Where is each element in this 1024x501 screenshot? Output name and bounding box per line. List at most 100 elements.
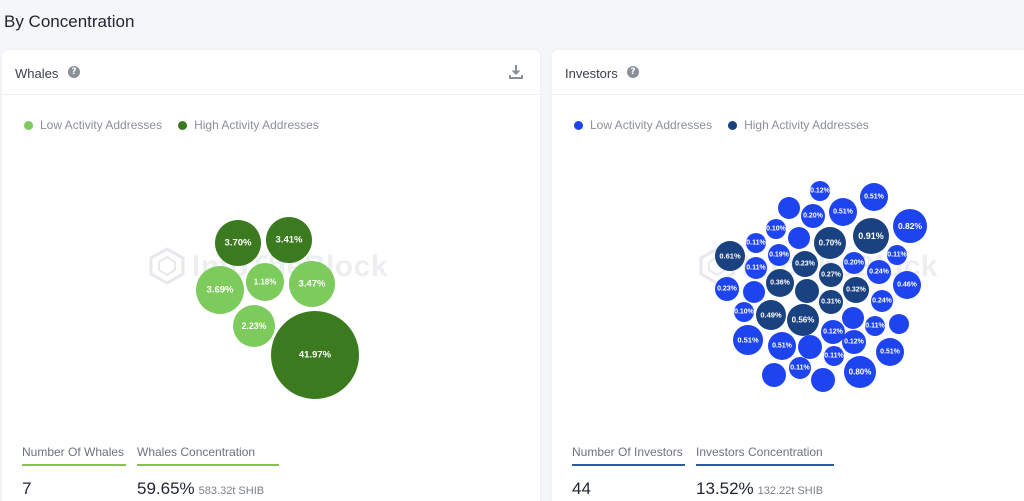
bubble-low-activity[interactable]: 0.11% [824, 346, 845, 366]
bubble-low-activity[interactable]: 0.11% [745, 257, 767, 279]
bubble-low-activity[interactable] [762, 363, 786, 387]
bubble-low-activity[interactable]: 3.69% [196, 266, 244, 314]
legend-item-high-activity[interactable]: High Activity Addresses [728, 118, 869, 132]
bubble-label: 0.61% [719, 252, 741, 261]
bubble-circle [876, 338, 904, 366]
bubble-label: 0.82% [898, 221, 923, 231]
bubble-circle [787, 304, 819, 336]
bubble-label: 0.20% [844, 260, 865, 267]
bubble-low-activity[interactable]: 0.12% [821, 320, 845, 344]
bubble-circle [762, 363, 786, 387]
bubble-label: 0.51% [833, 209, 854, 216]
help-circle-icon[interactable]: ? [627, 66, 639, 78]
bubble-low-activity[interactable]: 0.20% [801, 204, 825, 228]
bubble-label: 0.36% [770, 280, 791, 287]
bubble-circle [798, 335, 822, 359]
legend-dot-high [178, 120, 188, 130]
bubble-low-activity[interactable]: 3.47% [289, 261, 335, 307]
bubble-high-activity[interactable]: 0.32% [843, 277, 869, 303]
bubble-circle [821, 320, 845, 344]
bubble-circle [842, 307, 864, 329]
bubble-label: 1.18% [254, 278, 277, 287]
bubble-circle [893, 271, 921, 299]
bubble-low-activity[interactable]: 0.19% [768, 244, 790, 266]
legend-item-low-activity[interactable]: Low Activity Addresses [574, 118, 712, 132]
legend-dot-high [728, 120, 738, 130]
bubble-low-activity[interactable]: 0.20% [843, 252, 865, 274]
bubble-circle [266, 217, 312, 263]
bubble-low-activity[interactable]: 0.51% [829, 198, 857, 226]
legend-item-high-activity[interactable]: High Activity Addresses [178, 118, 319, 132]
bubble-circle [768, 244, 790, 266]
bubble-high-activity[interactable]: 0.36% [766, 269, 794, 297]
bubble-label: 0.24% [872, 298, 893, 305]
whales-bubble-chart: 3.70% 3.41% 3.69% 1.18% 3.47% 2.23% 41.97% [196, 217, 359, 399]
bubble-circle [887, 245, 907, 265]
bubble-low-activity[interactable] [798, 335, 822, 359]
whales-legend: Low Activity Addresses High Activity Add… [24, 118, 335, 132]
bubble-low-activity[interactable] [889, 314, 909, 334]
bubble-low-activity[interactable]: 0.11% [789, 357, 811, 379]
bubble-low-activity[interactable]: 0.11% [887, 245, 908, 265]
bubble-circle [889, 314, 909, 334]
bubble-low-activity[interactable]: 0.51% [768, 332, 796, 360]
bubble-low-activity[interactable]: 0.46% [893, 271, 921, 299]
bubble-label: 0.11% [887, 252, 907, 259]
bubble-high-activity[interactable]: 0.91% [853, 218, 889, 254]
bubble-low-activity[interactable]: 0.80% [844, 356, 876, 388]
whales-title: Whales [15, 66, 59, 81]
bubble-low-activity[interactable]: 2.23% [233, 305, 275, 347]
bubble-low-activity[interactable]: 1.18% [246, 263, 284, 301]
bubble-label: 0.49% [760, 311, 782, 320]
bubble-circle [844, 356, 876, 388]
bubble-label: 3.41% [276, 235, 303, 246]
bubble-low-activity[interactable] [811, 368, 835, 392]
bubble-high-activity[interactable]: 0.49% [756, 300, 786, 330]
bubble-circle [867, 260, 891, 284]
bubble-high-activity[interactable]: 0.31% [819, 290, 843, 314]
stat-value: 13.52% [696, 479, 754, 498]
bubble-low-activity[interactable] [842, 307, 864, 329]
bubble-circle [829, 198, 857, 226]
bubble-low-activity[interactable]: 0.82% [893, 209, 927, 243]
bubble-high-activity[interactable]: 0.27% [819, 263, 843, 287]
bubble-circle [819, 263, 843, 287]
investors-bubble-chart: 0.12% 0.51% 0.20% 0.51% 0.82% 0.10% 0.70% 0.91%… [715, 181, 927, 392]
legend-item-low-activity[interactable]: Low Activity Addresses [24, 118, 162, 132]
bubble-high-activity[interactable]: 0.61% [715, 241, 745, 271]
bubble-circle [715, 241, 745, 271]
bubble-low-activity[interactable]: 0.11% [746, 233, 767, 253]
bubble-high-activity[interactable]: 3.41% [266, 217, 312, 263]
bubble-low-activity[interactable] [788, 227, 810, 249]
bubble-circle [746, 233, 766, 253]
bubble-high-activity[interactable]: 0.70% [814, 227, 846, 259]
bubble-low-activity[interactable]: 0.10% [734, 302, 755, 322]
bubble-label: 0.24% [869, 269, 890, 276]
bubble-label: 0.46% [897, 282, 918, 289]
bubble-low-activity[interactable]: 0.10% [766, 219, 787, 239]
bubble-high-activity[interactable] [795, 279, 819, 303]
download-icon[interactable] [508, 64, 524, 80]
stat-value: 59.65% [137, 479, 195, 498]
bubble-low-activity[interactable]: 0.12% [810, 181, 831, 201]
bubble-low-activity[interactable]: 0.51% [876, 338, 904, 366]
bubble-circle [756, 300, 786, 330]
bubble-low-activity[interactable]: 0.24% [867, 260, 891, 284]
bubble-high-activity[interactable]: 0.23% [792, 251, 818, 277]
bubble-low-activity[interactable]: 0.51% [733, 325, 763, 355]
bubble-low-activity[interactable]: 0.12% [842, 330, 866, 354]
bubble-low-activity[interactable]: 0.24% [871, 290, 893, 312]
bubble-low-activity[interactable]: 0.23% [715, 277, 739, 301]
bubble-low-activity[interactable] [778, 197, 800, 219]
bubble-high-activity[interactable]: 3.70% [215, 220, 261, 266]
bubble-low-activity[interactable] [743, 281, 765, 303]
bubble-label: 0.11% [790, 365, 810, 372]
help-circle-icon[interactable]: ? [68, 66, 80, 78]
bubble-low-activity[interactable]: 0.11% [865, 316, 886, 336]
bubble-high-activity[interactable]: 41.97% [271, 311, 359, 399]
bubble-low-activity[interactable]: 0.51% [860, 183, 888, 211]
bubble-label: 0.11% [865, 323, 885, 330]
bubble-circle [814, 227, 846, 259]
bubble-high-activity[interactable]: 0.56% [787, 304, 819, 336]
stat-label: Whales Concentration [137, 445, 279, 466]
